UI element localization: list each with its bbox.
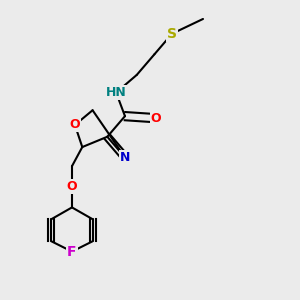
Text: O: O (151, 112, 161, 125)
Text: HN: HN (106, 86, 127, 99)
Text: F: F (67, 244, 77, 259)
Text: S: S (167, 27, 177, 41)
Text: O: O (67, 180, 77, 193)
Text: N: N (120, 151, 130, 164)
Text: O: O (70, 118, 80, 131)
